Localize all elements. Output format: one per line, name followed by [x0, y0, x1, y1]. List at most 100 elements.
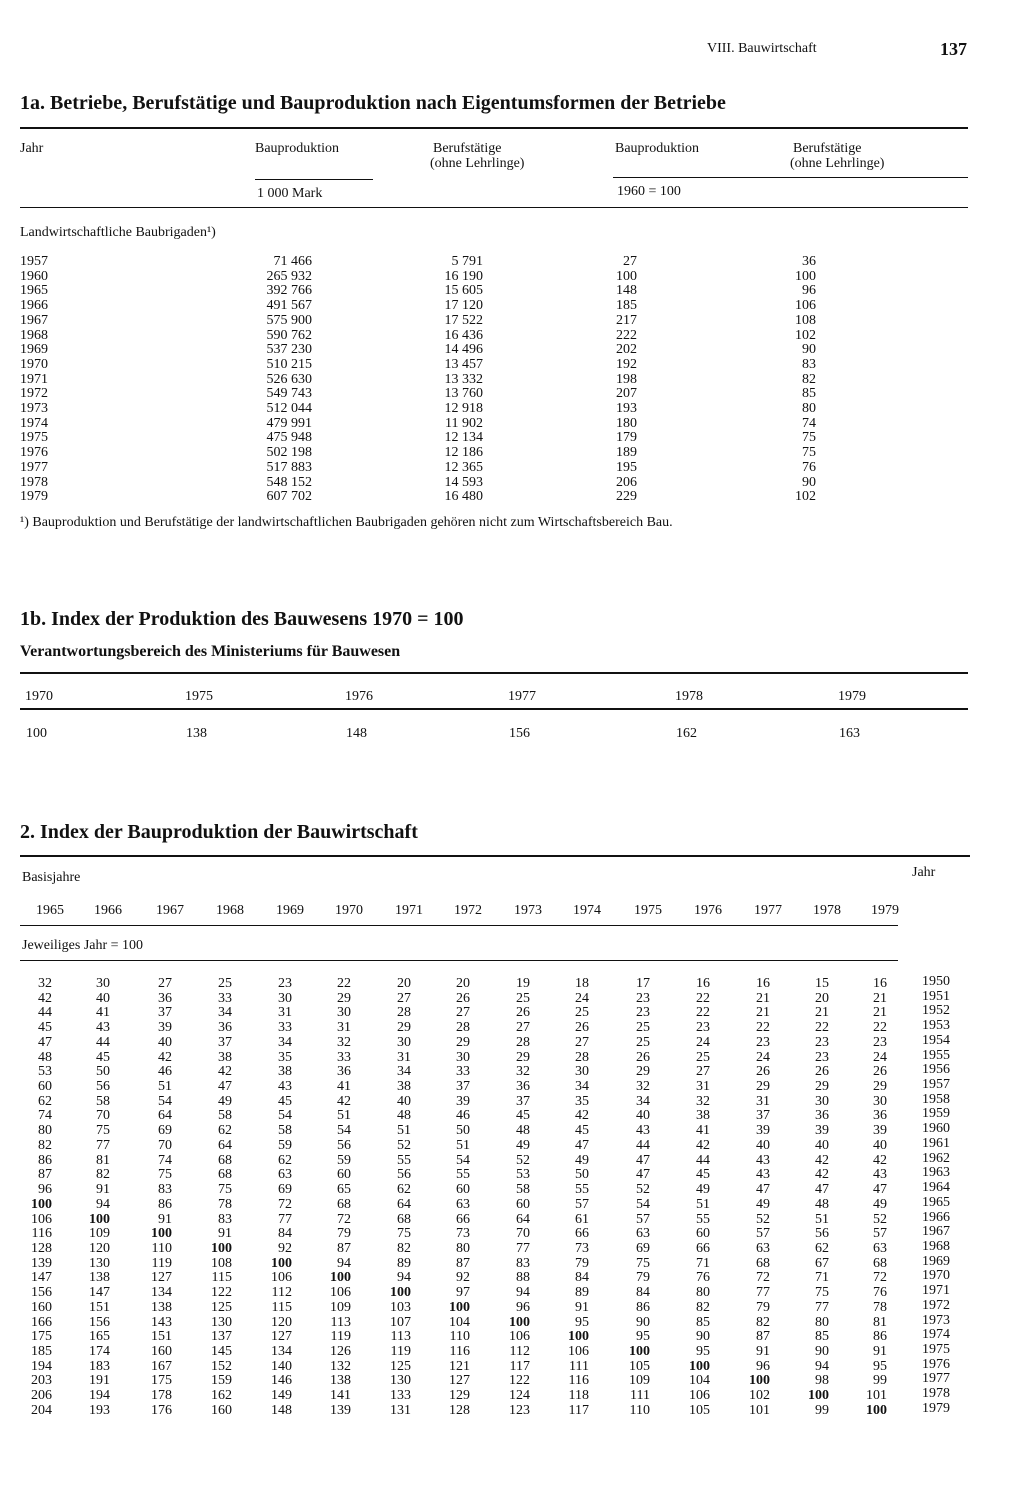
cell: 36	[516, 1079, 530, 1095]
cell: 42	[815, 1167, 829, 1183]
cell: 47	[815, 1182, 829, 1198]
cell: 115	[211, 1270, 232, 1286]
table-title: 1a. Betriebe, Berufstätige und Bauproduk…	[20, 92, 726, 114]
cell: 79	[575, 1255, 589, 1271]
cell: 111	[630, 1388, 650, 1404]
cell: 45	[96, 1049, 110, 1065]
cell: 42	[873, 1152, 887, 1168]
cell: 29	[815, 1079, 829, 1095]
cell: 63	[756, 1240, 770, 1256]
cell: 49	[516, 1137, 530, 1153]
cell: 51	[696, 1196, 710, 1212]
cell: 91	[756, 1344, 770, 1359]
rule	[20, 127, 968, 129]
cell: 160	[31, 1299, 52, 1315]
cell: 12 918	[444, 401, 484, 416]
cell: 89	[397, 1255, 411, 1271]
cell: 102	[795, 489, 816, 505]
cell: 51	[456, 1137, 470, 1153]
cell: 475 948	[266, 430, 313, 446]
cell: 86	[158, 1196, 172, 1212]
cell: 512 044	[266, 401, 313, 416]
cell: 25	[636, 1034, 650, 1050]
cell: 32	[696, 1093, 710, 1109]
cell: 100	[866, 1402, 887, 1418]
cell: 222	[616, 327, 637, 343]
cell: 16 190	[444, 268, 484, 284]
cell: 229	[616, 489, 637, 505]
cell: 47	[873, 1182, 887, 1198]
cell: 23	[815, 1034, 829, 1050]
cell: 86	[38, 1152, 52, 1168]
cell: 73	[575, 1240, 589, 1256]
cell: 96	[516, 1299, 530, 1315]
row-year: 1963	[922, 1165, 950, 1181]
cell: 38	[696, 1108, 710, 1124]
cell: 82	[696, 1299, 710, 1315]
cell: 78	[218, 1196, 232, 1212]
rule	[613, 177, 968, 178]
row-year: 1970	[922, 1268, 950, 1284]
cell: 36	[873, 1108, 887, 1124]
cell: 32	[38, 976, 52, 991]
cell: 163	[839, 726, 860, 741]
cell: 30	[456, 1049, 470, 1065]
cell: 1978	[20, 474, 48, 490]
cell: 119	[330, 1329, 351, 1345]
cell: 113	[330, 1314, 351, 1330]
cell: 134	[151, 1285, 172, 1301]
column-header: Bauproduktion	[615, 141, 699, 156]
cell: 28	[516, 1034, 530, 1050]
cell: 193	[89, 1402, 110, 1418]
cell: 131	[390, 1402, 411, 1418]
cell: 106	[509, 1329, 530, 1345]
cell: 47	[38, 1034, 52, 1050]
cell: 75	[815, 1285, 829, 1301]
cell: 107	[390, 1314, 411, 1330]
cell: 121	[449, 1358, 470, 1374]
cell: 106	[689, 1388, 710, 1404]
cell: 102	[749, 1388, 770, 1404]
cell: 83	[218, 1211, 232, 1227]
cell: 29	[397, 1020, 411, 1036]
cell: 116	[449, 1344, 470, 1359]
cell: 100	[31, 1196, 52, 1212]
cell: 112	[271, 1285, 292, 1301]
cell: 151	[89, 1299, 110, 1315]
cell: 178	[151, 1388, 172, 1404]
cell: 68	[873, 1255, 887, 1271]
cell: 1960	[20, 268, 48, 284]
cell: 76	[873, 1285, 887, 1301]
cell: 1957	[20, 254, 48, 269]
cell: 45	[575, 1123, 589, 1139]
cell: 117	[568, 1402, 589, 1418]
cell: 34	[397, 1064, 411, 1080]
table-subtitle: Verantwortungsbereich des Ministeriums f…	[20, 643, 401, 660]
cell: 11 902	[445, 415, 483, 431]
cell: 87	[38, 1167, 52, 1183]
group-label: Landwirtschaftliche Baubrigaden¹)	[20, 225, 216, 240]
cell: 47	[636, 1167, 650, 1183]
cell: 548 152	[266, 474, 313, 490]
cell: 29	[873, 1079, 887, 1095]
cell: 491 567	[266, 298, 313, 314]
cell: 62	[218, 1123, 232, 1139]
cell: 31	[756, 1093, 770, 1109]
cell: 31	[696, 1079, 710, 1095]
cell: 37	[456, 1079, 470, 1095]
cell: 71 466	[273, 254, 313, 269]
cell: 100	[795, 268, 816, 284]
cell: 116	[568, 1373, 589, 1389]
cell: 75	[802, 445, 816, 461]
cell: 110	[151, 1240, 172, 1256]
cell: 87	[456, 1255, 470, 1271]
cell: 63	[873, 1240, 887, 1256]
column-header: 1978	[813, 903, 841, 918]
cell: 101	[749, 1402, 770, 1418]
column-header: 1974	[573, 903, 601, 918]
cell: 29	[337, 990, 351, 1006]
cell: 21	[756, 1005, 770, 1021]
cell: 125	[211, 1299, 232, 1315]
cell: 60	[696, 1226, 710, 1242]
cell: 72	[337, 1211, 351, 1227]
